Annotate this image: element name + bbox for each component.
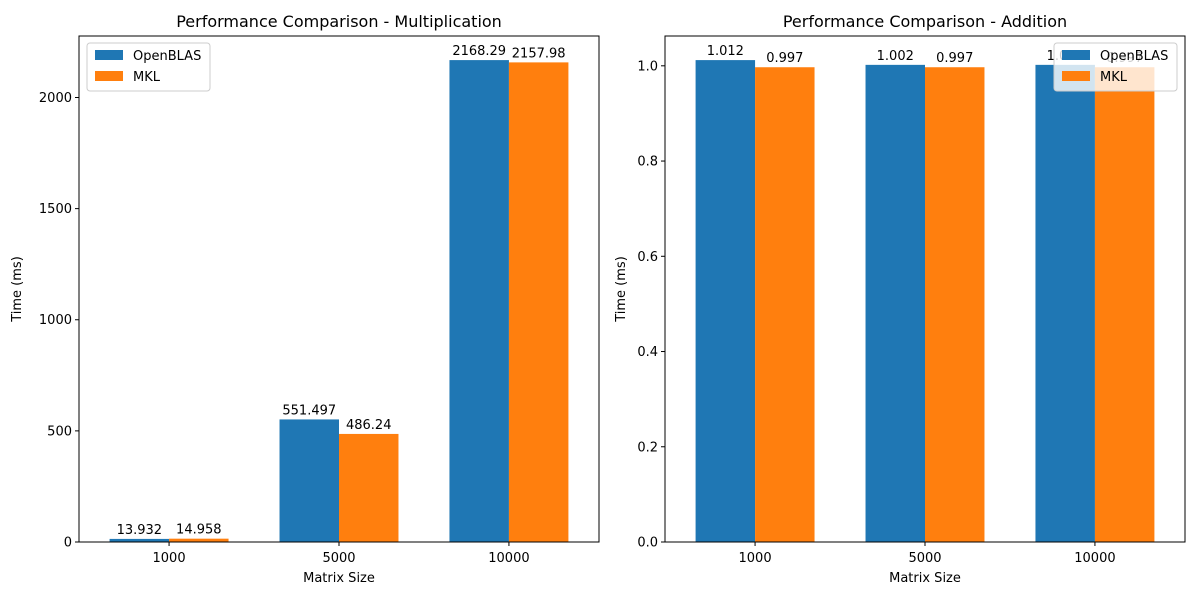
x-tick-label: 10000 — [488, 551, 529, 566]
bar-openblas-5000 — [279, 419, 339, 542]
bar-openblas-5000 — [865, 64, 925, 542]
legend-label-mkl: MKL — [133, 70, 161, 85]
x-axis-label: Matrix Size — [303, 571, 375, 586]
data-label-mkl-5000: 0.997 — [936, 51, 973, 66]
bar-openblas-10000 — [449, 60, 509, 542]
y-tick-label: 0.2 — [637, 440, 658, 455]
y-tick-label: 0.4 — [637, 345, 658, 360]
legend-label-openblas: OpenBLAS — [1100, 49, 1168, 64]
y-tick-label: 0.0 — [637, 536, 658, 551]
data-label-openblas-1000: 13.932 — [117, 523, 163, 538]
data-label-mkl-1000: 0.997 — [766, 51, 803, 66]
data-label-mkl-10000: 2157.98 — [512, 46, 566, 61]
y-tick-label: 0.8 — [637, 155, 658, 170]
data-label-mkl-1000: 14.958 — [176, 523, 222, 538]
data-label-openblas-5000: 551.497 — [282, 403, 336, 418]
legend-swatch-mkl — [95, 71, 123, 81]
chart-title: Performance Comparison - Multiplication — [176, 12, 502, 31]
x-tick-label: 1000 — [739, 551, 772, 566]
bar-mkl-10000 — [508, 62, 569, 542]
bar-mkl-1000 — [755, 67, 815, 542]
legend: OpenBLAS MKL — [86, 42, 211, 92]
bar-mkl-5000 — [339, 433, 399, 542]
y-tick-label: 1500 — [39, 202, 72, 217]
legend-label-mkl: MKL — [1100, 70, 1128, 85]
bar-mkl-5000 — [925, 67, 985, 542]
x-tick-label: 10000 — [1074, 551, 1115, 566]
y-tick-label: 1.0 — [637, 59, 658, 74]
y-tick-label: 0.6 — [637, 250, 658, 265]
x-axis-label: Matrix Size — [889, 571, 961, 586]
y-tick-label: 1000 — [39, 313, 72, 328]
chart-title: Performance Comparison - Addition — [783, 12, 1067, 31]
chart-panel-1: Performance Comparison - Multiplication 1… — [10, 12, 600, 586]
y-tick-label: 2000 — [39, 91, 72, 106]
bar-mkl-10000 — [1094, 67, 1155, 542]
y-axis-label: Time (ms) — [614, 256, 629, 323]
y-tick-label: 0 — [64, 536, 72, 551]
data-label-mkl-5000: 486.24 — [346, 418, 392, 433]
data-label-openblas-10000: 2168.29 — [452, 44, 506, 59]
chart-panel-2: Performance Comparison - Addition 1.012 1.… — [614, 12, 1186, 586]
legend: OpenBLAS MKL — [1053, 42, 1178, 92]
x-tick-label: 5000 — [322, 551, 355, 566]
bar-mkl-1000 — [169, 538, 229, 542]
x-tick-label: 1000 — [153, 551, 186, 566]
legend-label-openblas: OpenBLAS — [133, 49, 201, 64]
x-tick-label: 5000 — [908, 551, 941, 566]
bar-openblas-1000 — [695, 60, 756, 542]
legend-swatch-openblas — [95, 50, 123, 60]
data-label-openblas-1000: 1.012 — [707, 44, 744, 59]
y-tick-label: 500 — [47, 424, 72, 439]
bar-openblas-10000 — [1035, 64, 1095, 542]
legend-swatch-openblas — [1062, 50, 1090, 60]
legend-swatch-mkl — [1062, 71, 1090, 81]
bar-openblas-1000 — [109, 538, 170, 542]
data-label-openblas-5000: 1.002 — [877, 49, 914, 64]
y-axis-label: Time (ms) — [10, 256, 25, 323]
